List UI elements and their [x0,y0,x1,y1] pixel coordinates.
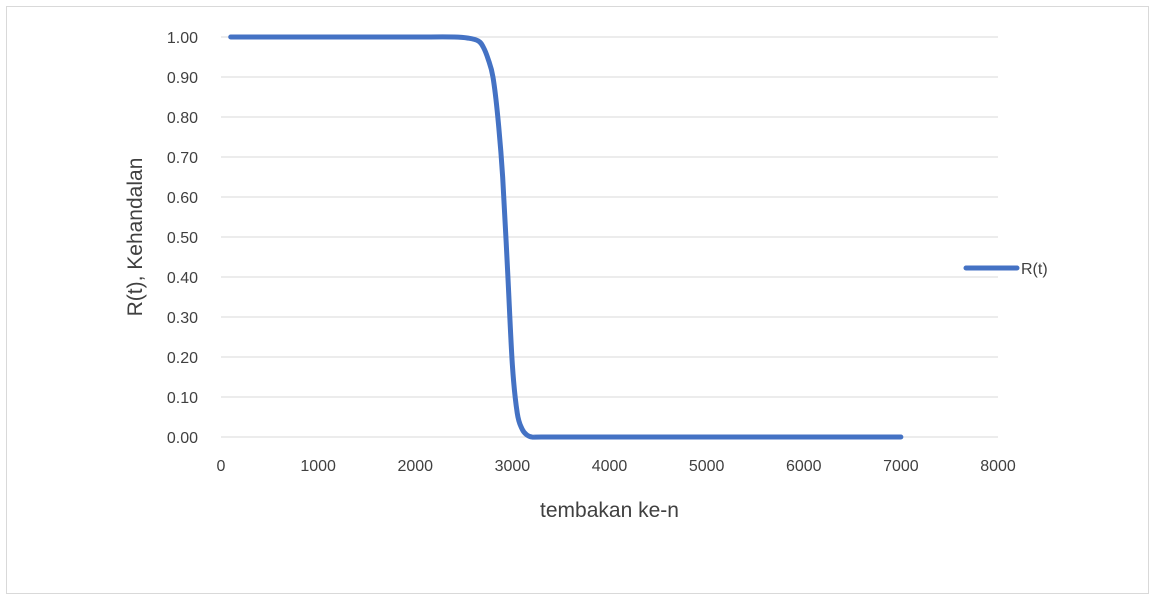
y-tick-label: 0.20 [167,350,198,367]
y-tick-label: 0.30 [167,310,198,327]
x-tick-label: 5000 [689,458,725,475]
gridlines [221,36,998,398]
y-axis-title: R(t), Kehandalan [124,158,147,317]
y-tick-label: 0.80 [167,110,198,127]
x-tick-label: 8000 [980,458,1016,475]
y-tick-label: 0.40 [167,270,198,287]
x-tick-label: 7000 [883,458,919,475]
x-tick-label: 6000 [786,458,822,475]
chart-frame [6,6,1149,594]
x-tick-label: 4000 [592,458,628,475]
series-group [228,34,904,440]
y-tick-label: 0.60 [167,190,198,207]
series-line-r-t [228,34,904,440]
y-tick-label: 0.50 [167,230,198,247]
y-tick-label: 0.70 [167,150,198,167]
y-tick-label: 0.00 [167,430,198,447]
legend: R(t) [963,261,1048,278]
x-tick-label: 0 [217,458,226,475]
x-tick-label: 2000 [397,458,433,475]
y-tick-label: 1.00 [167,30,198,47]
y-tick-label: 0.10 [167,390,198,407]
x-axis-title: tembakan ke-n [540,499,679,522]
x-tick-label: 1000 [300,458,336,475]
legend-label-r-t: R(t) [1021,261,1048,278]
x-tick-labels: 0 1000 2000 3000 4000 5000 6000 7000 8000 [217,458,1016,475]
x-tick-label: 3000 [495,458,531,475]
y-tick-label: 0.90 [167,70,198,87]
y-tick-labels: 0.00 0.10 0.20 0.30 0.40 0.50 0.60 0.70 0.80 0.90… [167,30,198,447]
